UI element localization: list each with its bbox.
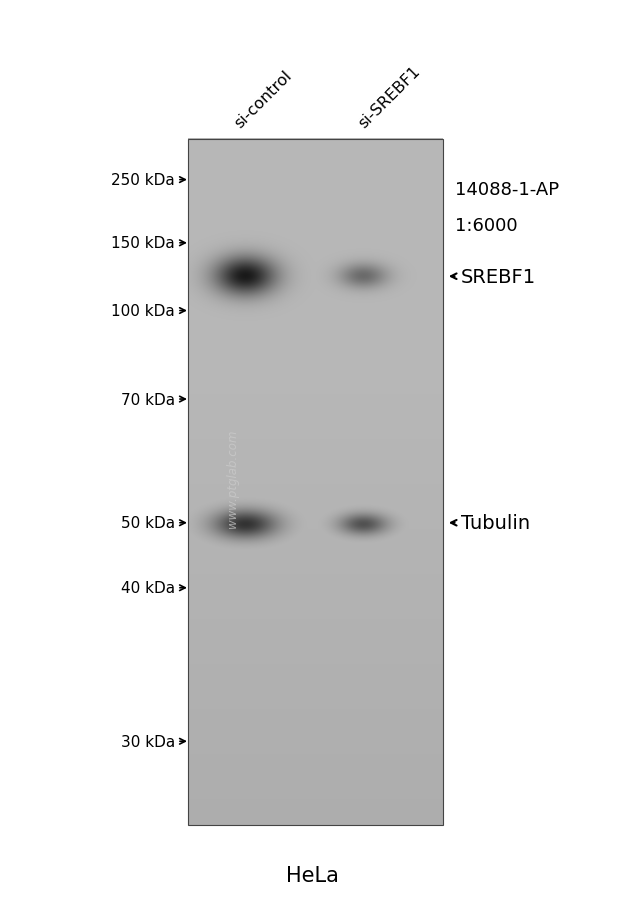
Text: 100 kDa: 100 kDa xyxy=(111,304,175,318)
Text: 70 kDa: 70 kDa xyxy=(121,392,175,407)
Text: www.ptglab.com: www.ptglab.com xyxy=(226,428,239,528)
Text: 250 kDa: 250 kDa xyxy=(111,173,175,188)
Text: 50 kDa: 50 kDa xyxy=(121,516,175,530)
Text: 1:6000: 1:6000 xyxy=(455,216,518,235)
Text: HeLa: HeLa xyxy=(285,865,339,885)
Text: 14088-1-AP: 14088-1-AP xyxy=(455,180,559,198)
Text: Tubulin: Tubulin xyxy=(461,513,530,533)
Text: 30 kDa: 30 kDa xyxy=(121,734,175,749)
Text: 150 kDa: 150 kDa xyxy=(111,236,175,251)
Text: SREBF1: SREBF1 xyxy=(461,267,536,287)
Text: 40 kDa: 40 kDa xyxy=(121,581,175,595)
Text: si-SREBF1: si-SREBF1 xyxy=(355,63,423,131)
Text: si-control: si-control xyxy=(231,68,294,131)
Bar xyxy=(188,140,443,825)
